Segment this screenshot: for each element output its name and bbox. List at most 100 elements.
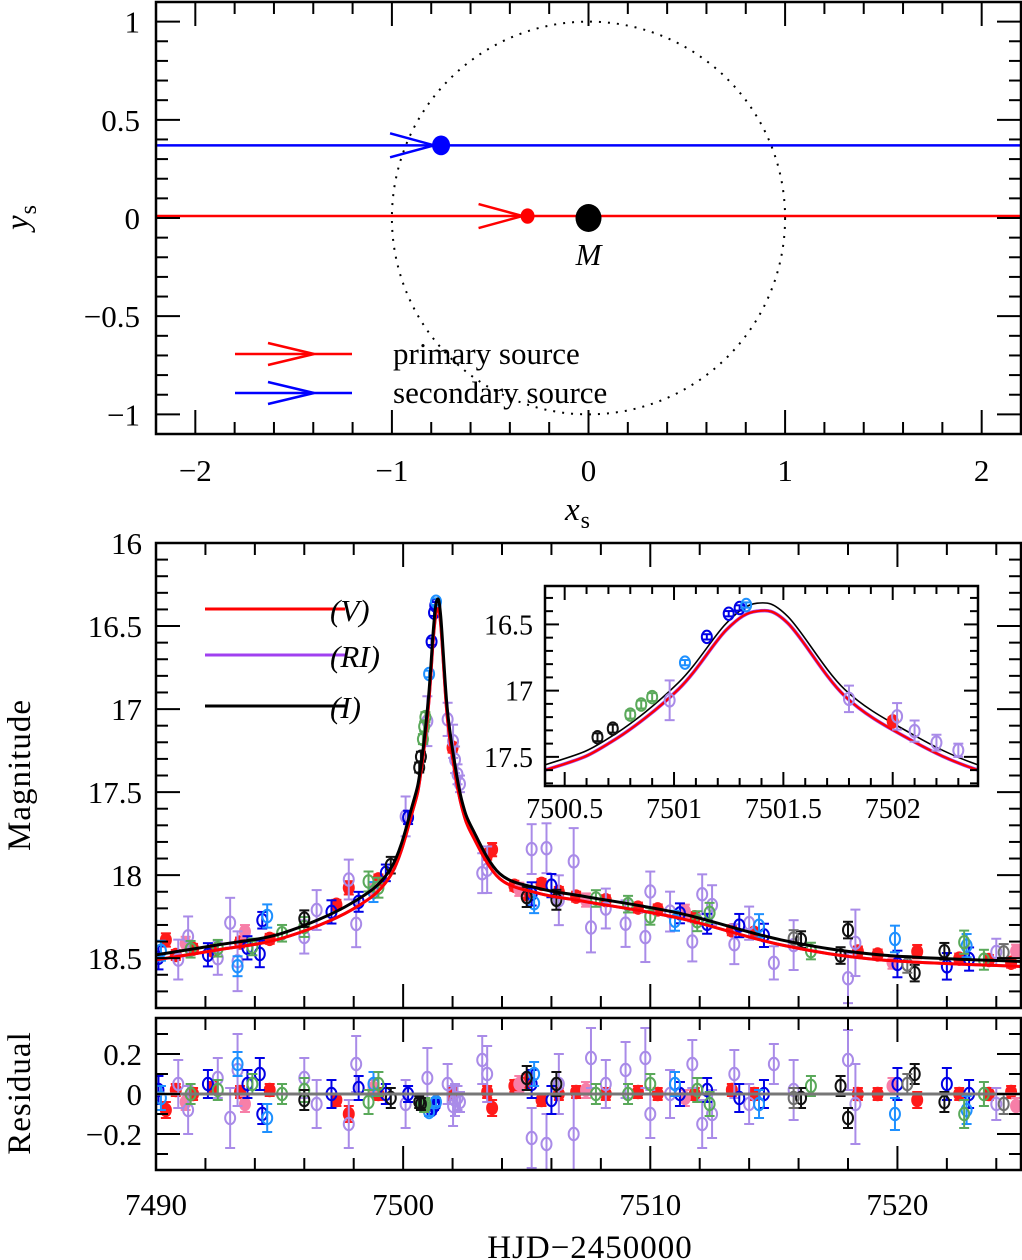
- data-point: [486, 841, 499, 858]
- data-point: [342, 858, 355, 901]
- data-marker: [372, 1076, 385, 1092]
- ytick-label: 0: [127, 1077, 143, 1112]
- data-marker: [413, 1094, 426, 1110]
- data-point: [849, 908, 862, 978]
- data-point: [686, 1039, 699, 1089]
- residual-series: [298, 1063, 951, 1129]
- data-marker: [172, 952, 185, 967]
- data-point: [584, 1027, 597, 1089]
- data-marker: [550, 1076, 563, 1092]
- data-point: [842, 684, 855, 714]
- data-marker: [399, 1096, 412, 1112]
- trajectory-plot-area: [156, 20, 1021, 416]
- data-marker: [246, 1076, 259, 1092]
- data-point: [842, 920, 854, 940]
- data-marker: [842, 1110, 854, 1126]
- residual-series: [156, 1051, 973, 1133]
- inset-data-series: [700, 600, 746, 645]
- xtick-label: −1: [375, 453, 408, 488]
- data-point: [253, 939, 266, 969]
- data-point: [567, 1093, 580, 1170]
- ytick-label: 0.5: [101, 103, 140, 138]
- ytick-label: 17.5: [484, 743, 533, 774]
- data-marker: [261, 1110, 274, 1126]
- data-marker: [644, 909, 657, 924]
- data-marker: [253, 946, 266, 962]
- data-point: [743, 905, 756, 941]
- ytick-label: 16.5: [88, 609, 142, 644]
- data-marker: [231, 958, 244, 974]
- data-marker: [888, 931, 901, 947]
- top-y-axis-label: ys: [0, 204, 42, 233]
- data-marker: [733, 918, 746, 933]
- data-point: [310, 1079, 323, 1129]
- data-marker: [528, 1066, 541, 1082]
- data-marker: [540, 1136, 553, 1152]
- data-marker: [646, 689, 659, 705]
- ytick-label: 0: [125, 201, 141, 236]
- data-point: [224, 896, 237, 949]
- data-marker: [990, 1096, 1003, 1112]
- xtick-label: 7510: [619, 1187, 681, 1222]
- data-point: [663, 679, 676, 722]
- data-marker: [740, 597, 753, 613]
- data-marker: [722, 606, 735, 621]
- data-marker: [156, 943, 167, 958]
- data-point: [372, 1071, 385, 1097]
- data-point: [231, 955, 244, 978]
- data-marker: [453, 1094, 466, 1110]
- data-point: [891, 702, 904, 731]
- data-point: [211, 1079, 224, 1101]
- data-marker: [795, 1090, 808, 1106]
- data-marker: [696, 887, 709, 902]
- data-marker: [606, 721, 619, 736]
- data-marker: [224, 915, 237, 930]
- xtick-label: 1: [777, 453, 793, 488]
- data-marker: [960, 1102, 973, 1118]
- data-marker: [960, 938, 973, 953]
- data-marker: [414, 1096, 427, 1112]
- data-marker: [486, 1100, 499, 1116]
- data-marker: [540, 840, 553, 856]
- data-point: [1005, 1084, 1018, 1100]
- data-marker: [535, 1092, 548, 1108]
- data-marker: [787, 1090, 800, 1106]
- data-point: [310, 889, 323, 931]
- plot-frame: [154, 541, 1022, 1010]
- residual-series: [787, 1073, 1010, 1115]
- data-point: [888, 1097, 901, 1131]
- xtick-label: 7502: [865, 794, 921, 825]
- data-point: [804, 1075, 817, 1097]
- source-position: [520, 208, 535, 224]
- data-marker: [1005, 1084, 1018, 1100]
- data-point: [669, 1071, 681, 1097]
- data-marker: [310, 902, 323, 918]
- data-marker: [700, 629, 713, 645]
- data-marker: [362, 1094, 375, 1110]
- data-point: [888, 924, 901, 954]
- data-marker: [767, 955, 780, 971]
- data-marker: [342, 1116, 355, 1132]
- data-marker: [619, 916, 632, 931]
- data-point: [550, 1071, 563, 1097]
- data-point: [520, 1065, 533, 1091]
- data-marker: [644, 884, 657, 899]
- data-marker: [550, 892, 563, 908]
- data-marker: [834, 1078, 847, 1094]
- data-marker: [842, 691, 855, 707]
- data-marker: [384, 1090, 397, 1106]
- ytick-label: 16.5: [484, 610, 533, 641]
- data-point: [1010, 1097, 1021, 1115]
- data-marker: [624, 707, 637, 722]
- data-marker: [635, 697, 648, 712]
- inset-data-series: [591, 721, 619, 745]
- data-point: [795, 1087, 808, 1109]
- residual-plot-area: [156, 1027, 1021, 1170]
- data-point: [525, 823, 538, 876]
- data-marker: [678, 655, 691, 670]
- data-point: [342, 1099, 355, 1149]
- data-point: [414, 1096, 427, 1112]
- data-point: [540, 822, 553, 875]
- legend-label: (V): [330, 593, 370, 628]
- data-point: [156, 1085, 167, 1111]
